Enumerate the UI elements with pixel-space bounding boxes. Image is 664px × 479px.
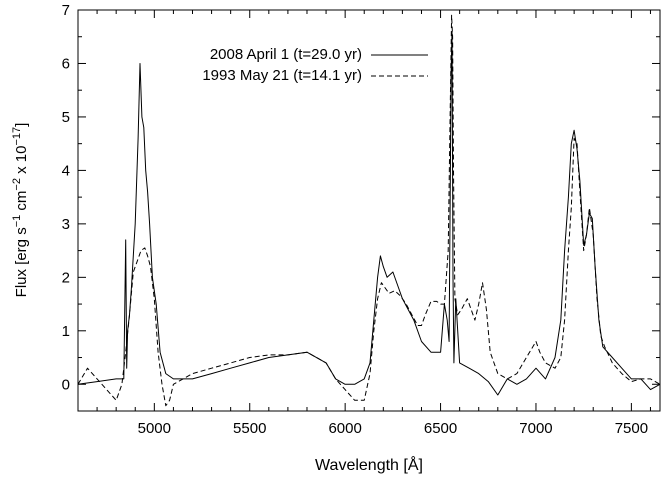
y-tick-label: 0: [62, 376, 70, 393]
y-tick-label: 1: [62, 323, 70, 340]
y-tick-label: 2: [62, 269, 70, 286]
x-tick-labels: 5000 5500 6000 6500 7000 7500: [138, 420, 648, 437]
x-tick-label: 7500: [615, 420, 648, 437]
y-axis-label: Flux [erg s−1 cm−2 x 10−17]: [11, 123, 30, 298]
y-tick-labels: 0 1 2 3 4 5 6 7: [62, 2, 70, 393]
x-tick-label: 7000: [519, 420, 552, 437]
legend: 2008 April 1 (t=29.0 yr) 1993 May 21 (t=…: [202, 46, 428, 84]
series-line-1993: [77, 14, 661, 407]
x-tick-label: 5000: [138, 420, 171, 437]
legend-label-2008: 2008 April 1 (t=29.0 yr): [210, 46, 362, 63]
x-tick-label: 5500: [233, 420, 266, 437]
x-tick-label: 6500: [424, 420, 457, 437]
x-tick-label: 6000: [328, 420, 361, 437]
y-tick-label: 7: [62, 2, 70, 19]
y-tick-label: 3: [62, 216, 70, 233]
y-tick-label: 6: [62, 55, 70, 72]
plot-frame: [77, 9, 661, 412]
series-layer: [77, 14, 661, 407]
axis-ticks: [78, 9, 660, 412]
series-line-2008: [77, 30, 661, 396]
y-tick-label: 4: [62, 162, 70, 179]
legend-label-1993: 1993 May 21 (t=14.1 yr): [202, 67, 362, 84]
x-axis-label: Wavelength [Å]: [315, 455, 423, 474]
y-tick-label: 5: [62, 109, 70, 126]
